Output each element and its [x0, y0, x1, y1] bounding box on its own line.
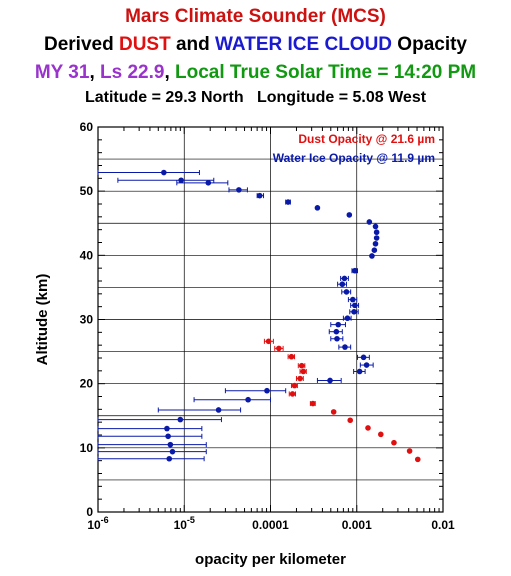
subtitle-prefix: Derived: [43, 34, 119, 55]
ice-point: [161, 169, 167, 176]
ice-point: [372, 240, 379, 247]
ice-point: [166, 455, 173, 462]
ice-point: [215, 407, 222, 413]
info-sep-2: ,: [164, 62, 175, 83]
ice-point: [264, 387, 270, 394]
ice-point: [169, 448, 176, 455]
dust-point: [330, 409, 337, 415]
dust-point: [365, 425, 371, 431]
ice-point: [343, 289, 350, 295]
ice-point: [334, 335, 340, 342]
x-tick-label-base: 10: [174, 518, 188, 532]
dust-point: [377, 431, 384, 438]
y-tick-label: 60: [80, 120, 94, 134]
y-tick-labels: 0 10 20 30 40 50 60: [80, 120, 94, 519]
x-tick-labels: 10-6 10-5 0.0001 0.001 0.01: [87, 515, 455, 532]
x-tick-label-base: 10: [87, 518, 101, 532]
subtitle-suffix: Opacity: [392, 34, 468, 55]
ice-point: [339, 281, 346, 288]
dust-point: [391, 439, 397, 446]
ice-point: [372, 223, 379, 230]
x-tick-label-exponent: -5: [187, 515, 195, 525]
ice-point: [350, 296, 356, 303]
observation-info: MY 31, Ls 22.9, Local True Solar Time = …: [0, 62, 511, 84]
dust-point: [300, 368, 307, 375]
x-tick-label: 0.001: [342, 518, 372, 532]
ice-point: [344, 315, 351, 322]
ice-point: [167, 441, 174, 448]
dust-point: [297, 375, 303, 382]
dust-point: [276, 345, 282, 352]
ice-point: [165, 433, 171, 440]
y-tick-label: 0: [86, 505, 93, 519]
y-axis-label: Altitude (km): [34, 274, 51, 366]
x-tick-label: 0.01: [431, 518, 455, 532]
chart-title: Mars Climate Sounder (MCS): [125, 6, 386, 27]
ice-point: [360, 354, 367, 361]
dust-point: [414, 456, 421, 463]
subtitle-ice: WATER ICE CLOUD: [215, 34, 393, 55]
ice-point: [205, 180, 212, 186]
legend-dust: Dust Opacity @ 21.6 µm: [298, 132, 435, 146]
axis-ticks: [97, 126, 443, 513]
ice-point: [327, 377, 333, 384]
ice-point: [335, 321, 342, 328]
dust-point: [289, 391, 296, 397]
x-axis-label: opacity per kilometer: [195, 551, 346, 568]
ice-point: [346, 212, 353, 218]
y-tick-label: 50: [80, 184, 94, 198]
ice-point: [351, 309, 357, 315]
dust-point: [291, 382, 298, 389]
y-tick-label: 20: [80, 377, 94, 391]
ice-point: [178, 177, 184, 184]
chart-subtitle: Derived DUST and WATER ICE CLOUD Opacity: [0, 34, 511, 56]
y-tick-label: 30: [80, 313, 94, 327]
ice-point: [369, 253, 375, 259]
ice-point: [164, 425, 170, 432]
ice-point: [236, 187, 242, 193]
y-tick-label: 40: [80, 248, 94, 262]
ice-point: [373, 235, 380, 241]
ice-point: [285, 199, 291, 205]
data-points: [161, 169, 421, 463]
ice-point: [314, 205, 321, 211]
subtitle-and: and: [170, 34, 216, 55]
mars-year: MY 31: [34, 62, 90, 83]
ice-point: [341, 275, 348, 282]
local-time: Local True Solar Time = 14:20 PM: [175, 62, 477, 83]
x-tick-label: 10-6: [87, 515, 108, 532]
subtitle-dust: DUST: [118, 34, 171, 55]
ice-point: [177, 416, 184, 423]
ice-point: [371, 247, 378, 253]
x-tick-label: 0.0001: [252, 518, 289, 532]
dust-point: [406, 448, 413, 454]
x-tick-label-exponent: -6: [101, 515, 109, 525]
ice-point: [356, 368, 363, 375]
ice-point: [373, 229, 380, 236]
dust-point: [288, 353, 295, 360]
solar-longitude: Ls 22.9: [100, 62, 165, 83]
dust-point: [265, 338, 272, 345]
ice-point: [256, 192, 263, 199]
dust-point: [298, 362, 305, 369]
ice-point: [352, 302, 358, 309]
location-info: Latitude = 29.3 North Longitude = 5.08 W…: [84, 89, 427, 106]
ice-point: [245, 396, 251, 403]
ice-point: [333, 328, 340, 335]
y-tick-label: 10: [80, 441, 94, 455]
ice-point: [366, 219, 373, 225]
ice-point: [342, 344, 348, 350]
grid-lines: [98, 127, 443, 512]
legend-ice: Water Ice Opacity @ 11.9 µm: [273, 151, 435, 165]
dust-point: [347, 417, 354, 424]
ice-point: [363, 362, 370, 368]
info-sep-1: ,: [89, 62, 100, 83]
x-tick-label: 10-5: [174, 515, 195, 532]
error-bars: [97, 170, 374, 462]
dust-point: [310, 400, 316, 407]
ice-point: [352, 267, 358, 274]
